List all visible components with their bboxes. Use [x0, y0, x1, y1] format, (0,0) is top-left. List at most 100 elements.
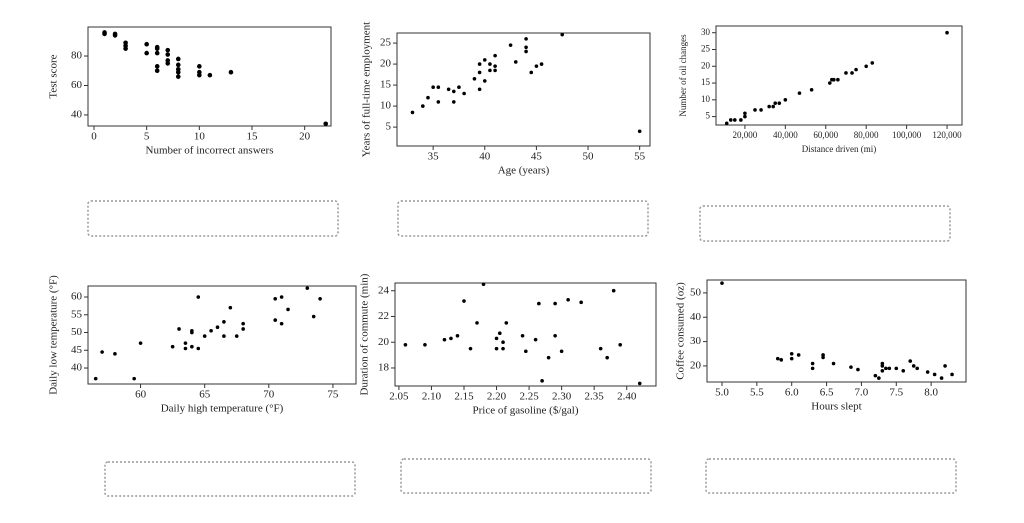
point	[442, 337, 447, 342]
point	[457, 85, 461, 89]
answer-box[interactable]	[397, 200, 649, 237]
x-tick-label: 45	[531, 151, 543, 163]
point	[323, 121, 329, 127]
point	[451, 89, 456, 94]
point	[539, 62, 544, 66]
y-tick-label: 40	[71, 362, 83, 374]
point	[215, 325, 220, 329]
x-tick-label: 100,000	[892, 130, 922, 140]
y-tick-label: 20	[380, 58, 392, 70]
answer-box[interactable]	[87, 200, 339, 237]
point	[273, 318, 278, 322]
point	[170, 344, 175, 349]
answer-box[interactable]	[104, 461, 356, 497]
y-tick-label: 50	[690, 286, 702, 298]
answer-box[interactable]	[705, 458, 957, 494]
point	[455, 333, 460, 338]
point	[728, 118, 733, 122]
point	[773, 101, 778, 105]
y-tick-label: 55	[71, 308, 83, 320]
x-tick-label: 5	[144, 131, 150, 143]
point	[165, 61, 171, 66]
point	[932, 372, 937, 377]
point	[513, 60, 518, 64]
point	[864, 64, 868, 69]
point	[175, 74, 181, 79]
point	[279, 295, 284, 299]
answer-box[interactable]	[400, 458, 652, 494]
x-tick-label: 2.15	[454, 391, 474, 403]
point	[611, 288, 616, 293]
point	[546, 355, 551, 360]
point	[870, 61, 875, 65]
point	[431, 85, 435, 89]
y-axis-label: Duration of commute (min)	[359, 273, 371, 395]
point	[579, 300, 583, 305]
point	[753, 108, 757, 112]
x-tick-label: 2.40	[617, 391, 637, 403]
x-tick-label: 6.0	[785, 387, 799, 399]
point	[831, 361, 836, 366]
y-tick-label: 40	[690, 311, 702, 323]
point	[165, 47, 171, 53]
point	[494, 346, 499, 351]
point	[887, 366, 892, 371]
y-tick-label: 24	[378, 284, 390, 296]
y-tick-label: 18	[378, 362, 390, 374]
x-tick-label: 2.35	[585, 391, 605, 403]
point	[925, 370, 930, 374]
point	[493, 68, 497, 73]
point	[449, 336, 453, 341]
point	[877, 376, 881, 380]
point	[779, 358, 784, 362]
point	[410, 110, 415, 115]
x-tick-label: 2.30	[552, 391, 572, 403]
point	[529, 70, 534, 75]
y-tick-label: 15	[701, 77, 711, 87]
point	[504, 321, 509, 325]
point	[165, 52, 171, 57]
point	[468, 346, 473, 351]
point	[540, 379, 544, 383]
plot-frame	[87, 285, 357, 385]
point	[524, 49, 528, 54]
point	[605, 355, 609, 360]
x-tick-label: 70	[263, 389, 275, 401]
point	[720, 281, 724, 285]
x-tick-label: 35	[428, 151, 440, 163]
point	[477, 62, 482, 66]
point	[112, 33, 118, 38]
x-axis-label: Age (years)	[498, 165, 550, 177]
y-tick-label: 5	[706, 111, 711, 121]
x-tick-label: 2.25	[519, 391, 539, 403]
point	[809, 87, 814, 92]
y-tick-label: 80	[71, 50, 83, 62]
point	[901, 369, 906, 373]
plot-frame	[394, 282, 657, 387]
point	[183, 341, 188, 345]
y-tick-label: 30	[701, 27, 711, 37]
point	[421, 104, 425, 108]
x-tick-label: 60	[135, 389, 147, 401]
y-axis-label: Years of full-time employment	[361, 22, 373, 157]
point	[534, 64, 539, 68]
x-tick-label: 10	[194, 131, 206, 143]
point	[403, 343, 408, 347]
y-tick-label: 30	[690, 335, 702, 347]
x-tick-label: 2.05	[389, 391, 409, 403]
answer-box[interactable]	[699, 205, 951, 242]
x-tick-label: 5.0	[715, 387, 729, 399]
point	[849, 365, 853, 369]
point	[497, 331, 502, 336]
point	[488, 62, 492, 66]
point	[894, 366, 899, 371]
point	[209, 328, 213, 333]
point	[493, 53, 497, 58]
point	[436, 100, 441, 104]
point	[943, 364, 947, 368]
point	[810, 361, 815, 366]
point	[475, 321, 479, 325]
point	[553, 333, 557, 338]
point	[810, 366, 815, 371]
x-tick-label: 6.5	[820, 387, 834, 399]
